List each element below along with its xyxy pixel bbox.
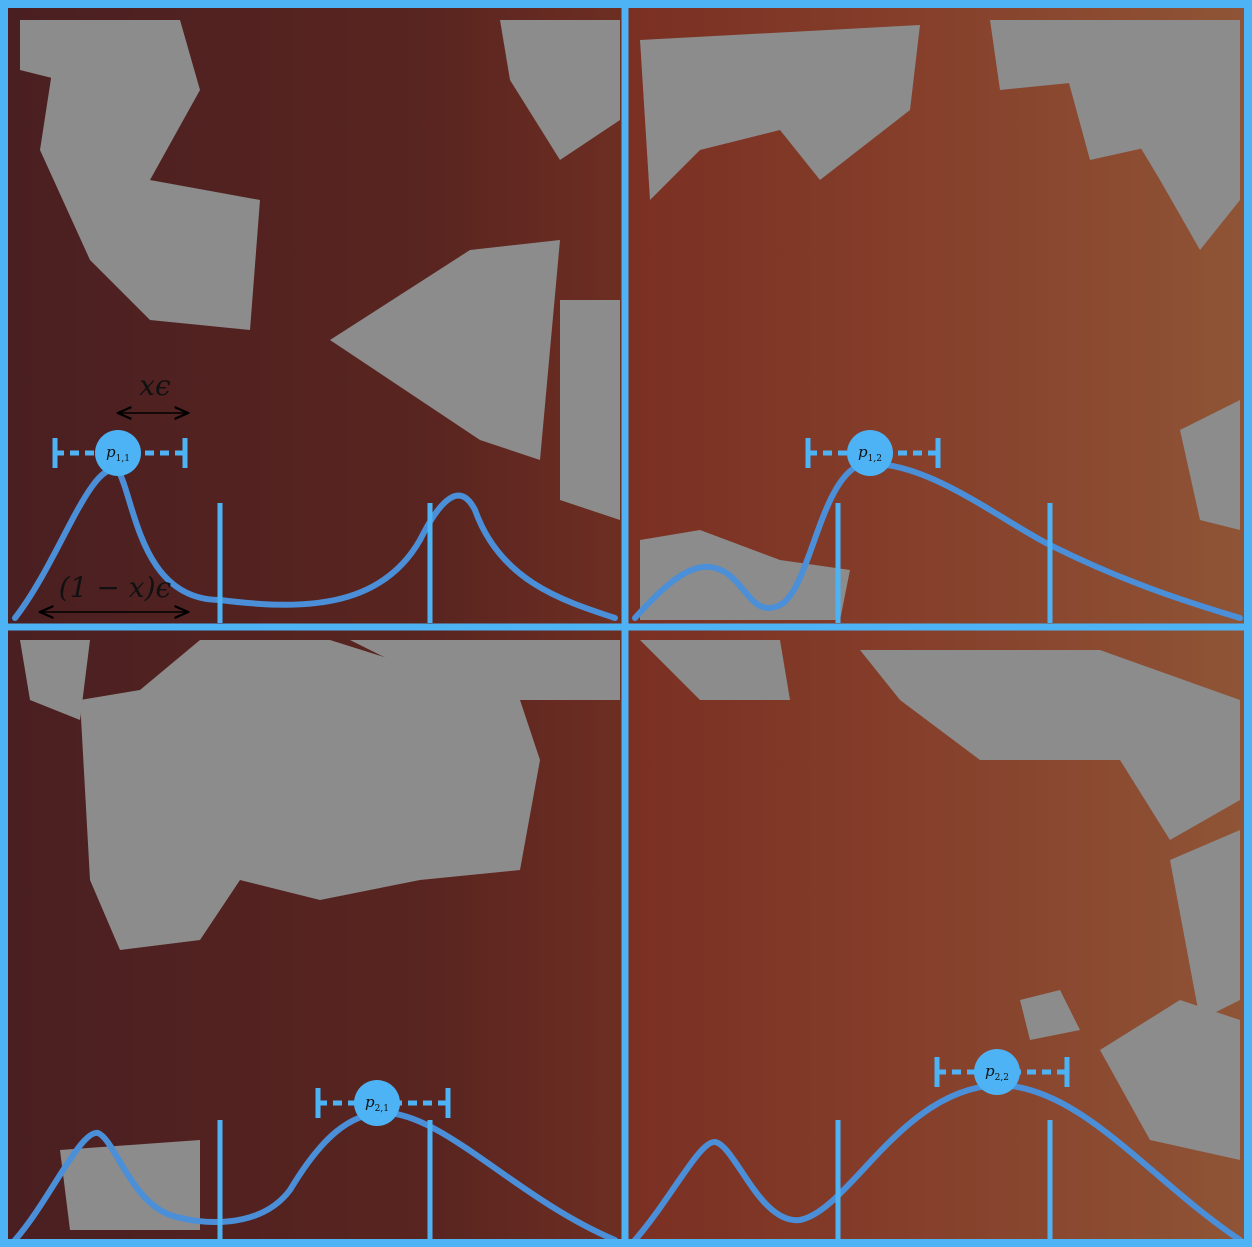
node-label-sub: 2,2	[995, 1073, 1009, 1083]
node-label-base: p	[858, 443, 868, 461]
node	[95, 430, 141, 476]
node	[354, 1080, 400, 1126]
node-label-sub: 2,1	[375, 1104, 389, 1114]
node-label-base: p	[985, 1062, 995, 1080]
node-label-base: p	[106, 443, 116, 461]
node	[847, 430, 893, 476]
node-label-base: p	[365, 1093, 375, 1111]
node-label-sub: 1,1	[116, 454, 130, 464]
node	[974, 1049, 1020, 1095]
figure: xϵ (1 − x)ϵ p1,1p1,2p2,1p2,2	[0, 0, 1252, 1247]
node-label-sub: 1,2	[868, 454, 882, 464]
annotation: xϵ	[139, 369, 171, 402]
annotation: (1 − x)ϵ	[59, 571, 172, 604]
